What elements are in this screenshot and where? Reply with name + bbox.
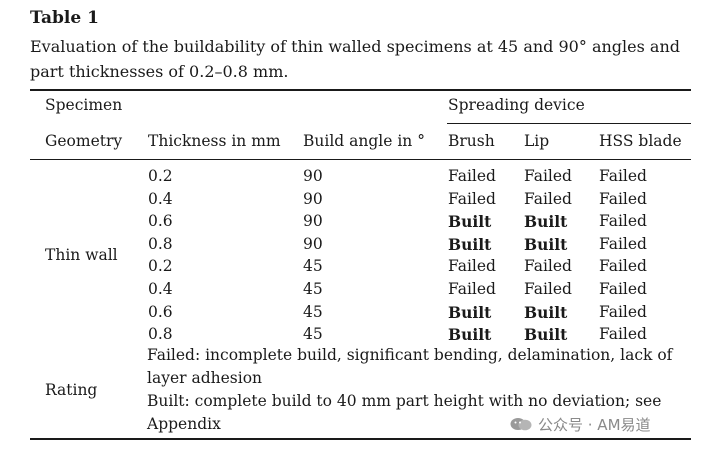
cell-thickness: 0.4 — [148, 189, 173, 208]
table-bottom-rule — [30, 438, 691, 440]
cell-thickness: 0.2 — [148, 257, 173, 276]
rating-built-definition: Built: complete build to 40 mm part heig… — [147, 392, 662, 433]
cell-hss-blade: Failed — [599, 167, 647, 185]
cell-lip: Built — [524, 302, 568, 322]
cell-brush: Failed — [448, 280, 496, 298]
table-caption-label: Table 1 — [30, 8, 99, 28]
cell-brush: Failed — [448, 167, 496, 185]
table-caption-text: Evaluation of the buildability of thin w… — [30, 37, 680, 81]
cell-hss-blade: Failed — [599, 280, 647, 298]
cell-lip: Built — [524, 212, 568, 232]
cell-brush: Failed — [448, 257, 496, 276]
cell-lip: Built — [524, 234, 568, 254]
header-bottom-rule — [30, 159, 691, 160]
cell-build-angle: 45 — [303, 257, 323, 276]
cell-hss-blade: Failed — [599, 212, 647, 231]
header-thickness: Thickness in mm — [148, 132, 281, 150]
cell-thickness: 0.6 — [148, 212, 173, 231]
header-lip: Lip — [524, 132, 550, 150]
cell-hss-blade: Failed — [599, 189, 647, 208]
cell-lip: Built — [524, 325, 568, 345]
wechat-icon — [510, 418, 532, 431]
rating-label: Rating — [45, 381, 98, 399]
cell-build-angle: 45 — [303, 280, 323, 298]
cell-brush: Built — [448, 234, 492, 254]
cell-lip: Failed — [524, 257, 572, 276]
spreading-device-rule — [447, 123, 691, 124]
cell-build-angle: 45 — [303, 325, 323, 344]
header-geometry: Geometry — [45, 132, 123, 150]
cell-brush: Built — [448, 212, 492, 232]
watermark-text: 公众号 · AM易道 — [538, 416, 651, 434]
cell-build-angle: 90 — [303, 167, 323, 185]
cell-hss-blade: Failed — [599, 325, 647, 344]
geometry-label: Thin wall — [45, 246, 118, 264]
cell-hss-blade: Failed — [599, 257, 647, 276]
cell-thickness: 0.4 — [148, 280, 173, 298]
cell-hss-blade: Failed — [599, 234, 647, 253]
cell-build-angle: 45 — [303, 302, 323, 321]
header-spreading-device: Spreading device — [448, 96, 585, 114]
header-brush: Brush — [448, 132, 495, 150]
cell-build-angle: 90 — [303, 212, 323, 231]
cell-thickness: 0.8 — [148, 325, 173, 344]
cell-build-angle: 90 — [303, 234, 323, 253]
watermark: 公众号 · AM易道 — [510, 414, 651, 435]
cell-lip: Failed — [524, 280, 572, 298]
rating-definitions: Failed: incomplete build, significant be… — [147, 344, 677, 436]
header-hss-blade: HSS blade — [599, 132, 682, 150]
cell-brush: Built — [448, 325, 492, 345]
cell-thickness: 0.6 — [148, 302, 173, 321]
header-build-angle: Build angle in ° — [303, 132, 425, 150]
cell-lip: Failed — [524, 189, 572, 208]
cell-thickness: 0.8 — [148, 234, 173, 253]
cell-hss-blade: Failed — [599, 302, 647, 321]
header-specimen: Specimen — [45, 96, 123, 114]
cell-build-angle: 90 — [303, 189, 323, 208]
cell-thickness: 0.2 — [148, 167, 173, 185]
cell-brush: Built — [448, 302, 492, 322]
cell-brush: Failed — [448, 189, 496, 208]
rating-failed-definition: Failed: incomplete build, significant be… — [147, 346, 673, 387]
cell-lip: Failed — [524, 167, 572, 185]
table-top-rule — [30, 89, 691, 91]
